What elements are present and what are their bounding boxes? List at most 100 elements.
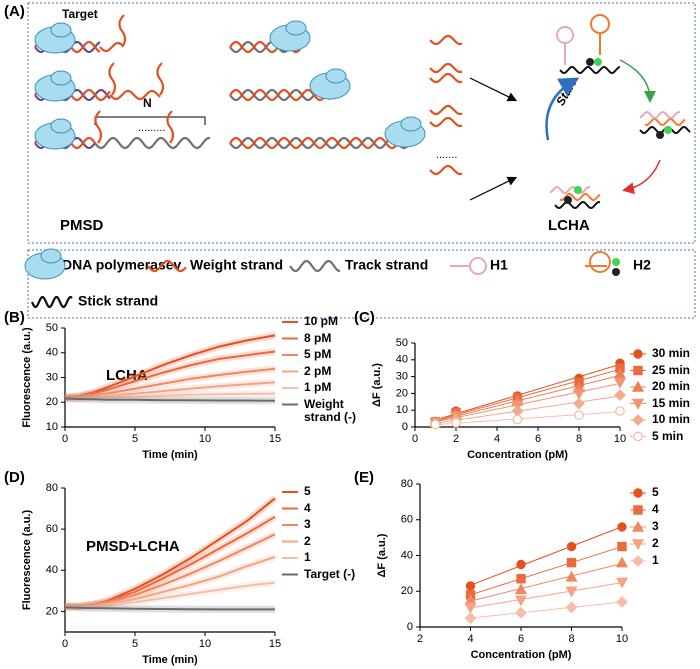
panel-label: (A)	[4, 3, 25, 20]
hairpin-loop	[590, 14, 610, 34]
marker	[566, 541, 577, 552]
marker	[614, 389, 626, 401]
x-tick-label: 4	[494, 433, 500, 445]
y-tick-label: 40	[46, 564, 58, 576]
legend-label: 15 min	[652, 395, 691, 410]
polymerase	[285, 20, 307, 36]
legend-label: H2	[633, 257, 651, 273]
x-tick-label: 4	[467, 633, 473, 645]
legend-marker	[633, 431, 643, 442]
legend-label: 2	[304, 533, 311, 548]
marker	[512, 414, 523, 425]
target-label: Target	[62, 7, 98, 21]
legend-label: 4	[652, 502, 659, 516]
legend-marker	[631, 380, 645, 392]
legend-marker	[632, 414, 644, 426]
y-tick-label: 20	[401, 585, 413, 597]
polymerase	[50, 118, 72, 134]
y-tick-label: 80	[401, 478, 413, 490]
legend-marker	[633, 349, 643, 359]
y-tick-label: 20	[46, 605, 58, 617]
marker	[565, 601, 578, 614]
y-tick-label: 30	[396, 371, 408, 383]
strand	[639, 110, 681, 120]
legend-marker	[633, 365, 643, 376]
x-tick-label: 10	[614, 433, 626, 445]
fit-line	[435, 395, 621, 424]
y-axis-label: Fluorescence (a.u.)	[21, 510, 33, 611]
y-tick-label: 0	[407, 621, 413, 633]
marker	[464, 602, 477, 614]
polymerase	[40, 248, 62, 264]
line	[64, 606, 275, 611]
marker	[514, 583, 528, 595]
line	[64, 397, 276, 402]
x-tick-label: 10	[199, 433, 211, 445]
marker	[613, 377, 627, 389]
marker	[514, 595, 528, 607]
legend-label: 1	[304, 550, 311, 564]
line	[65, 367, 276, 399]
y-axis-label: ΔF (a.u.)	[371, 363, 383, 407]
legend-label: 20 min	[652, 379, 691, 393]
line	[64, 350, 276, 399]
legend-label: Stick strand	[78, 293, 158, 309]
dot	[586, 58, 594, 66]
x-tick-label: 10	[199, 638, 211, 650]
y-axis-label: Fluorescence (a.u.)	[21, 327, 33, 428]
strand	[644, 117, 686, 127]
x-tick-label: 0	[62, 638, 68, 650]
dot	[656, 131, 664, 139]
legend-box	[27, 249, 696, 319]
strand	[30, 296, 73, 308]
legend-label: Track strand	[345, 257, 428, 273]
strand	[166, 110, 175, 144]
hairpin-loop	[589, 251, 611, 273]
dot	[612, 268, 620, 276]
legend-marker	[631, 539, 645, 551]
strand	[429, 72, 463, 84]
y-tick-label: 40	[396, 354, 408, 366]
dot	[594, 58, 602, 66]
legend-label: Weight strand (-)	[304, 396, 356, 424]
polymerase	[325, 68, 347, 84]
marker	[617, 541, 627, 552]
fit-line	[470, 563, 623, 602]
strand	[559, 192, 601, 202]
y-tick-label: 40	[46, 347, 58, 359]
marker	[615, 406, 625, 416]
dot	[564, 196, 572, 204]
x-tick-label: 6	[535, 433, 541, 445]
legend-label: 2 pM	[304, 363, 332, 378]
n-label: N	[143, 96, 152, 110]
y-tick-label: 10	[396, 404, 408, 416]
fit-line	[470, 526, 623, 586]
strand	[429, 104, 463, 116]
x-tick-label: 2	[417, 633, 423, 645]
cycle-arrow	[545, 77, 580, 141]
polymerase	[400, 116, 422, 132]
fit-line	[435, 363, 621, 421]
strand	[156, 62, 165, 96]
dot	[612, 258, 620, 266]
fit-line	[435, 383, 621, 423]
marker	[451, 417, 461, 428]
strand	[94, 136, 211, 150]
chart-title: PMSD+LCHA	[86, 538, 180, 555]
dot	[664, 126, 672, 134]
marker	[464, 612, 477, 624]
legend-label: 10 min	[652, 412, 691, 426]
legend-label: Target (-)	[304, 566, 356, 581]
marker	[565, 586, 578, 598]
marker	[565, 570, 578, 582]
polymerase	[50, 70, 72, 86]
fit-line	[435, 374, 621, 422]
marker	[615, 577, 629, 589]
x-axis-label: Concentration (pM)	[467, 449, 568, 461]
x-tick-label: 2	[453, 433, 459, 445]
y-tick-label: 10	[46, 421, 58, 433]
strand	[559, 65, 621, 75]
marker	[574, 410, 584, 421]
strand	[109, 89, 161, 101]
strand	[229, 136, 411, 150]
